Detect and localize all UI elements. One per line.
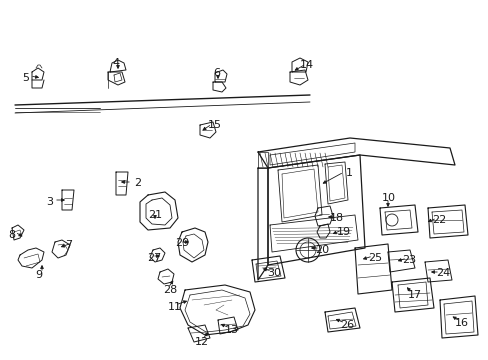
Text: 16: 16 bbox=[454, 318, 468, 328]
Text: 14: 14 bbox=[299, 60, 313, 70]
Text: 20: 20 bbox=[314, 245, 328, 255]
Text: 23: 23 bbox=[401, 255, 415, 265]
Text: 3: 3 bbox=[46, 197, 53, 207]
Text: 7: 7 bbox=[65, 240, 72, 250]
Text: 15: 15 bbox=[207, 120, 222, 130]
Text: 6: 6 bbox=[213, 68, 220, 78]
Text: 30: 30 bbox=[266, 268, 281, 278]
Text: 1: 1 bbox=[346, 168, 352, 178]
Text: 22: 22 bbox=[431, 215, 446, 225]
Text: 2: 2 bbox=[134, 178, 141, 188]
Text: 21: 21 bbox=[148, 210, 162, 220]
Text: 19: 19 bbox=[336, 227, 350, 237]
Text: 13: 13 bbox=[224, 325, 239, 335]
Text: 24: 24 bbox=[435, 268, 449, 278]
Text: 8: 8 bbox=[8, 230, 15, 240]
Text: 12: 12 bbox=[195, 337, 209, 347]
Text: 18: 18 bbox=[329, 213, 344, 223]
Text: 4: 4 bbox=[112, 58, 119, 68]
Text: 11: 11 bbox=[168, 302, 182, 312]
Text: 29: 29 bbox=[175, 238, 189, 248]
Text: 10: 10 bbox=[381, 193, 395, 203]
Text: 25: 25 bbox=[367, 253, 381, 263]
Text: 28: 28 bbox=[163, 285, 177, 295]
Text: 17: 17 bbox=[407, 290, 421, 300]
Text: 26: 26 bbox=[339, 320, 353, 330]
Text: 27: 27 bbox=[147, 253, 161, 263]
Text: 9: 9 bbox=[35, 270, 42, 280]
Text: 5: 5 bbox=[22, 73, 29, 83]
